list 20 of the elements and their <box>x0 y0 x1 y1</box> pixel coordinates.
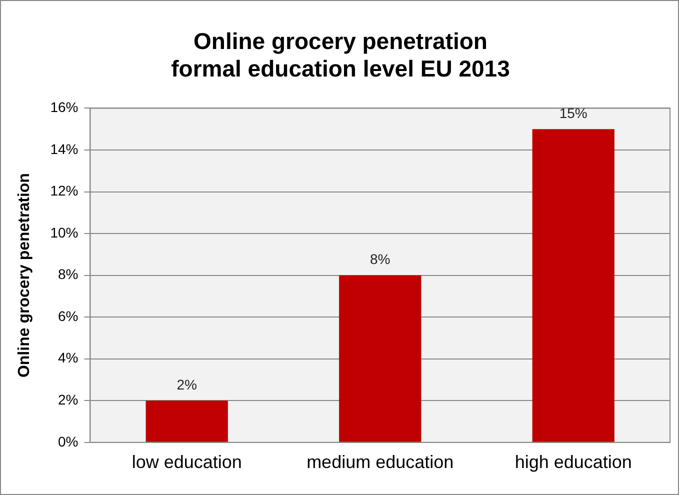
y-tick-label: 8% <box>58 266 78 282</box>
data-label: 8% <box>370 251 390 268</box>
x-tick-label: medium education <box>306 452 454 472</box>
y-tick-label: 14% <box>50 140 78 157</box>
y-tick-label: 16% <box>50 99 78 116</box>
y-tick-label: 2% <box>58 391 78 408</box>
data-label: 15% <box>559 104 588 121</box>
x-tick-label: low education <box>132 452 242 472</box>
y-tick-label: 0% <box>58 433 78 450</box>
y-tick-label: 6% <box>58 308 78 324</box>
y-tick-label: 10% <box>50 224 78 240</box>
bar <box>146 400 228 442</box>
bar <box>532 129 614 442</box>
chart-title: Online grocery penetration formal education level EU 2013 <box>171 28 510 82</box>
y-tick-label: 4% <box>58 350 78 366</box>
data-label: 2% <box>176 376 197 392</box>
y-axis-title: Online grocery penetration <box>16 173 34 378</box>
x-tick-label: high education <box>514 452 632 472</box>
y-tick-label: 12% <box>50 182 78 199</box>
bar <box>339 275 422 442</box>
